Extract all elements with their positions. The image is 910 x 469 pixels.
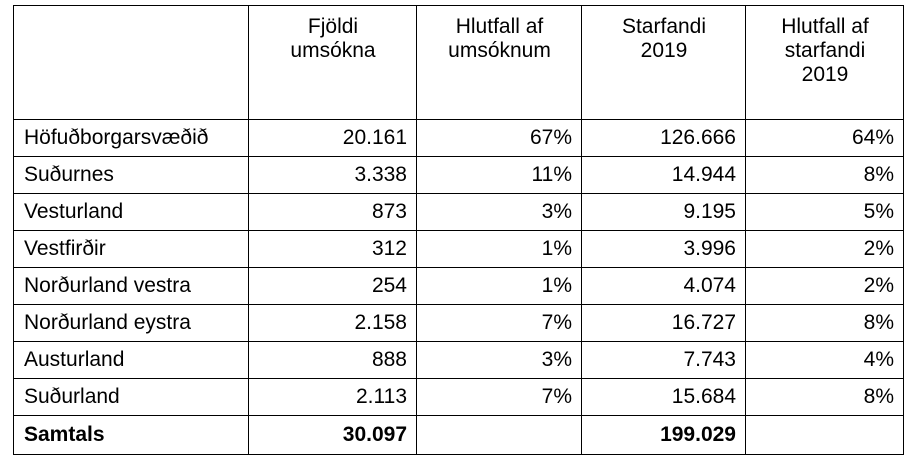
- region-cell: Suðurland: [13, 378, 249, 416]
- header-cell-region: [13, 5, 249, 120]
- applications-cell: 888: [248, 341, 417, 379]
- employed-share-cell: 8%: [745, 156, 904, 194]
- region-cell: Vesturland: [13, 193, 249, 231]
- application-share-cell: 1%: [416, 230, 582, 268]
- header-cell-employed-share: Hlutfall af starfandi 2019: [745, 5, 904, 120]
- applications-cell: 2.113: [248, 378, 417, 416]
- employed-share-cell: 2%: [745, 230, 904, 268]
- application-share-cell: 67%: [416, 119, 582, 157]
- employed-share-cell: 4%: [745, 341, 904, 379]
- application-share-cell: 3%: [416, 341, 582, 379]
- application-share-cell: 3%: [416, 193, 582, 231]
- region-statistics-table: Fjöldi umsókna Hlutfall af umsóknum Star…: [13, 5, 904, 455]
- table-row: Norðurland vestra 254 1% 4.074 2%: [13, 267, 904, 305]
- header-text: starfandi: [784, 39, 866, 62]
- application-share-cell: 1%: [416, 267, 582, 305]
- employed-share-cell: 8%: [745, 378, 904, 416]
- employed-cell: 9.195: [581, 193, 746, 231]
- total-employed-share-cell: [745, 415, 904, 455]
- header-text: 2019: [640, 39, 688, 62]
- table-row: Suðurnes 3.338 11% 14.944 8%: [13, 156, 904, 194]
- header-text: 2019: [801, 63, 849, 86]
- employed-share-cell: 2%: [745, 267, 904, 305]
- region-cell: Suðurnes: [13, 156, 249, 194]
- applications-cell: 873: [248, 193, 417, 231]
- total-label-cell: Samtals: [13, 415, 249, 455]
- employed-cell: 14.944: [581, 156, 746, 194]
- employed-cell: 4.074: [581, 267, 746, 305]
- region-cell: Austurland: [13, 341, 249, 379]
- table-row: Vesturland 873 3% 9.195 5%: [13, 193, 904, 231]
- header-text: Hlutfall af: [455, 15, 544, 38]
- total-row: Samtals 30.097 199.029: [13, 415, 904, 455]
- header-cell-applications: Fjöldi umsókna: [248, 5, 417, 120]
- header-row: Fjöldi umsókna Hlutfall af umsóknum Star…: [13, 5, 904, 120]
- employed-cell: 15.684: [581, 378, 746, 416]
- applications-cell: 3.338: [248, 156, 417, 194]
- region-cell: Norðurland eystra: [13, 304, 249, 342]
- total-applications-cell: 30.097: [248, 415, 417, 455]
- total-employed-cell: 199.029: [581, 415, 746, 455]
- header-cell-employed: Starfandi 2019: [581, 5, 746, 120]
- employed-share-cell: 64%: [745, 119, 904, 157]
- header-text: umsókna: [290, 39, 376, 62]
- header-cell-application-share: Hlutfall af umsóknum: [416, 5, 582, 120]
- total-application-share-cell: [416, 415, 582, 455]
- applications-cell: 2.158: [248, 304, 417, 342]
- header-text: Starfandi: [621, 15, 707, 38]
- region-cell: Vestfirðir: [13, 230, 249, 268]
- application-share-cell: 11%: [416, 156, 582, 194]
- header-text: umsóknum: [448, 39, 551, 62]
- application-share-cell: 7%: [416, 378, 582, 416]
- application-share-cell: 7%: [416, 304, 582, 342]
- employed-share-cell: 5%: [745, 193, 904, 231]
- employed-cell: 7.743: [581, 341, 746, 379]
- region-cell: Norðurland vestra: [13, 267, 249, 305]
- table-row: Norðurland eystra 2.158 7% 16.727 8%: [13, 304, 904, 342]
- employed-share-cell: 8%: [745, 304, 904, 342]
- table-row: Suðurland 2.113 7% 15.684 8%: [13, 378, 904, 416]
- applications-cell: 254: [248, 267, 417, 305]
- table-row: Vestfirðir 312 1% 3.996 2%: [13, 230, 904, 268]
- applications-cell: 312: [248, 230, 417, 268]
- table-row: Höfuðborgarsvæðið 20.161 67% 126.666 64%: [13, 119, 904, 157]
- employed-cell: 16.727: [581, 304, 746, 342]
- table-row: Austurland 888 3% 7.743 4%: [13, 341, 904, 379]
- header-text: Fjöldi: [307, 15, 359, 38]
- employed-cell: 126.666: [581, 119, 746, 157]
- applications-cell: 20.161: [248, 119, 417, 157]
- region-cell: Höfuðborgarsvæðið: [13, 119, 249, 157]
- employed-cell: 3.996: [581, 230, 746, 268]
- header-text: Hlutfall af: [781, 15, 869, 38]
